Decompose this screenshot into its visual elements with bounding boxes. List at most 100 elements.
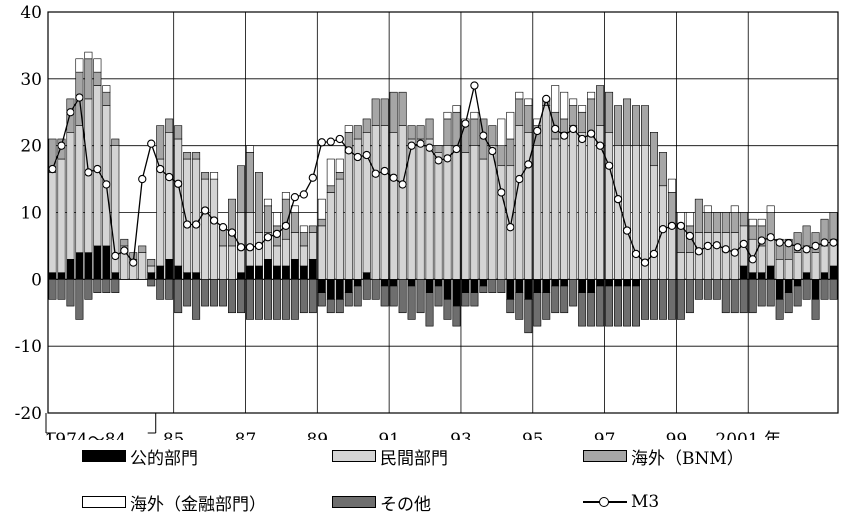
bar-other: [344, 292, 353, 307]
bar-other: [497, 279, 506, 294]
bar-bnm: [156, 125, 165, 160]
bar-other: [353, 285, 362, 307]
bar-bnm: [102, 91, 111, 106]
m3-point: [218, 223, 228, 232]
m3-point: [416, 139, 425, 148]
bar-public: [102, 245, 111, 280]
bar-other: [802, 279, 811, 300]
bar-bnm: [569, 105, 578, 126]
bar-bnm: [263, 205, 272, 233]
legend-item-fin: 海外（金融部門）: [82, 490, 266, 515]
bar-other: [434, 285, 443, 307]
bar-public: [766, 265, 775, 280]
m3-point: [380, 166, 389, 176]
bar-private: [676, 252, 685, 280]
m3-point: [577, 134, 587, 144]
bar-bnm: [362, 118, 371, 133]
legend-swatch-bnm: [583, 450, 627, 462]
bar-bnm: [667, 192, 676, 227]
bar-public: [290, 258, 299, 280]
m3-point: [676, 221, 686, 231]
bar-bnm: [515, 98, 524, 126]
bar-other: [829, 279, 838, 300]
bar-private: [515, 125, 524, 280]
bar-bnm: [380, 98, 389, 126]
m3-point: [57, 141, 66, 150]
m3-point: [730, 248, 739, 257]
m3-point: [335, 134, 344, 144]
bar-bnm: [138, 245, 147, 253]
m3-point: [506, 223, 515, 232]
m3-point: [353, 152, 362, 162]
y-tick-label: -10: [15, 337, 42, 357]
bar-public: [317, 279, 326, 294]
bar-public: [775, 279, 784, 300]
x-tick-label: 89: [306, 430, 328, 440]
bar-other: [443, 299, 452, 320]
bar-public: [66, 258, 75, 280]
m3-line: [51, 85, 834, 265]
bar-private: [317, 225, 326, 280]
m3-point: [802, 245, 811, 254]
bar-fin: [497, 118, 506, 146]
bar-other: [694, 279, 703, 300]
x-tick-label: 95: [522, 430, 544, 440]
bar-other: [84, 279, 93, 300]
bar-bnm: [120, 238, 129, 247]
m3-point: [84, 168, 93, 177]
bar-other: [335, 299, 344, 314]
bar-other: [452, 305, 461, 327]
bar-other: [524, 299, 533, 334]
y-tick-label: 30: [20, 70, 42, 90]
bar-bnm: [407, 125, 416, 140]
bar-public: [111, 272, 120, 280]
bar-other: [721, 279, 730, 314]
bar-public: [425, 279, 434, 294]
m3-point: [811, 241, 820, 251]
bar-other: [416, 279, 425, 314]
bar-bnm: [317, 218, 326, 227]
bar-public: [748, 272, 757, 280]
bar-private: [389, 132, 398, 280]
bar-private: [470, 145, 479, 280]
bar-other: [748, 279, 757, 314]
bar-bnm: [290, 212, 299, 233]
bar-private: [623, 145, 632, 280]
bar-public: [362, 272, 371, 280]
bar-bnm: [192, 152, 201, 160]
m3-point: [470, 81, 479, 90]
bar-bnm: [605, 91, 614, 133]
bar-bnm: [353, 125, 362, 140]
m3-point: [102, 180, 111, 189]
bar-public: [470, 279, 479, 294]
bar-other: [703, 279, 712, 300]
bar-public: [587, 279, 596, 294]
bar-private: [461, 152, 470, 280]
bar-bnm: [614, 105, 623, 146]
bar-other: [560, 285, 569, 314]
m3-point: [290, 192, 300, 202]
bar-private: [587, 132, 596, 280]
bar-fin: [515, 91, 524, 100]
bar-other: [811, 299, 820, 320]
bar-public: [793, 279, 802, 287]
bar-bnm: [632, 105, 640, 146]
m3-point: [452, 144, 461, 154]
m3-point: [748, 255, 757, 264]
y-tick-label: 20: [20, 137, 42, 157]
bar-bnm: [228, 198, 237, 247]
bar-public: [353, 279, 362, 287]
bar-private: [344, 152, 353, 280]
bar-other: [533, 292, 542, 327]
bar-bnm: [84, 58, 93, 100]
bar-private: [434, 152, 443, 280]
m3-point: [425, 143, 434, 152]
bar-other: [551, 285, 560, 314]
bar-other: [290, 279, 299, 320]
bar-public: [272, 265, 281, 280]
bar-other: [793, 285, 802, 307]
bar-public: [237, 272, 245, 280]
bar-public: [605, 279, 614, 287]
m3-point: [138, 174, 147, 184]
bar-private: [272, 245, 281, 267]
